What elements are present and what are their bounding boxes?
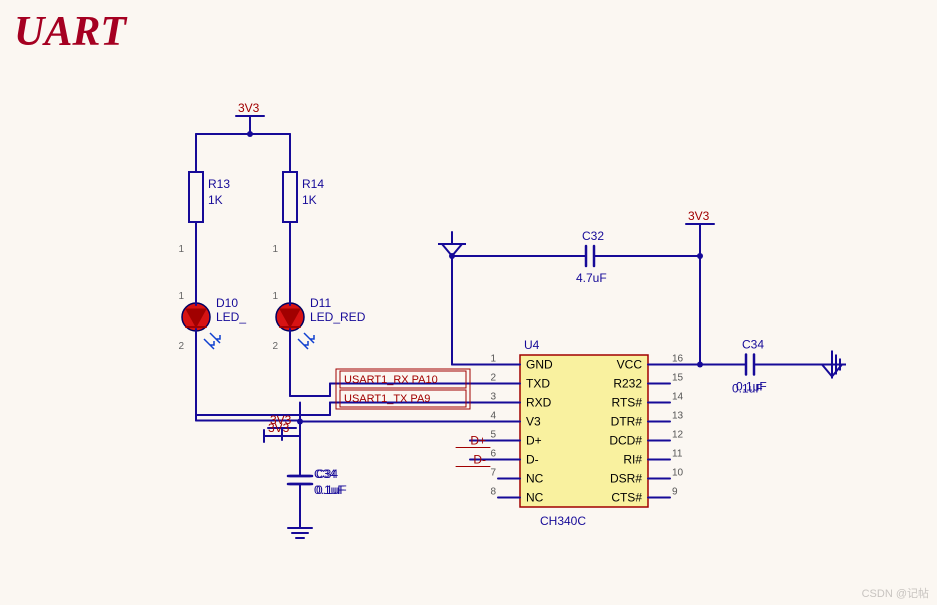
svg-text:D+: D+ (526, 434, 542, 448)
svg-text:1: 1 (490, 354, 496, 365)
svg-text:12: 12 (672, 430, 684, 441)
svg-text:R14: R14 (302, 177, 324, 191)
svg-text:4: 4 (490, 411, 496, 422)
svg-text:11: 11 (672, 449, 683, 460)
svg-text:3: 3 (490, 392, 496, 403)
svg-text:2: 2 (490, 373, 496, 384)
svg-text:C34: C34 (316, 467, 338, 481)
svg-text:14: 14 (672, 392, 684, 403)
svg-text:0.1uF: 0.1uF (316, 483, 347, 497)
svg-text:CH340C: CH340C (540, 514, 586, 528)
svg-text:8: 8 (490, 487, 496, 498)
svg-text:CTS#: CTS# (611, 491, 642, 505)
svg-text:5: 5 (490, 430, 496, 441)
svg-text:7: 7 (490, 468, 496, 479)
svg-text:RTS#: RTS# (612, 396, 643, 410)
svg-text:TXD: TXD (526, 377, 550, 391)
svg-text:13: 13 (672, 411, 684, 422)
svg-text:1: 1 (272, 291, 278, 302)
svg-text:1: 1 (272, 244, 278, 255)
svg-text:1K: 1K (302, 193, 317, 207)
schematic-title: UART (14, 8, 126, 56)
svg-text:1: 1 (178, 244, 184, 255)
svg-text:D10: D10 (216, 296, 238, 310)
svg-text:D-: D- (473, 453, 486, 467)
svg-text:LED_: LED_ (216, 310, 246, 324)
svg-text:DTR#: DTR# (611, 415, 643, 429)
svg-text:2: 2 (178, 341, 184, 352)
svg-text:USART1_TX PA9: USART1_TX PA9 (344, 393, 430, 405)
svg-text:D+: D+ (470, 434, 486, 448)
svg-text:C34: C34 (742, 338, 764, 352)
svg-text:NC: NC (526, 491, 544, 505)
svg-text:3V3: 3V3 (688, 209, 710, 223)
svg-text:LED_RED: LED_RED (310, 310, 366, 324)
svg-text:4.7uF: 4.7uF (576, 271, 607, 285)
svg-text:D-: D- (526, 453, 539, 467)
svg-text:10: 10 (672, 468, 684, 479)
svg-text:D11: D11 (310, 296, 331, 310)
svg-text:2: 2 (272, 341, 278, 352)
svg-text:R13: R13 (208, 177, 230, 191)
svg-text:1K: 1K (208, 193, 223, 207)
svg-text:R232: R232 (613, 377, 642, 391)
svg-text:3V3: 3V3 (238, 101, 260, 115)
svg-text:6: 6 (490, 449, 496, 460)
svg-text:RI#: RI# (623, 453, 642, 467)
schematic-canvas: 3V3R131K1R141K1D10LED_12D11LED_RED12U4CH… (0, 0, 937, 605)
svg-text:3V3: 3V3 (268, 421, 290, 435)
svg-text:GND: GND (526, 358, 553, 372)
svg-text:16: 16 (672, 354, 684, 365)
svg-text:U4: U4 (524, 338, 540, 352)
watermark: CSDN @记帖 (862, 585, 929, 601)
svg-text:DCD#: DCD# (609, 434, 642, 448)
svg-text:C32: C32 (582, 229, 604, 243)
svg-text:RXD: RXD (526, 396, 552, 410)
svg-text:1: 1 (178, 291, 184, 302)
svg-text:V3: V3 (526, 415, 541, 429)
svg-text:VCC: VCC (617, 358, 643, 372)
svg-text:0.1uF: 0.1uF (732, 382, 763, 396)
svg-text:DSR#: DSR# (610, 472, 642, 486)
svg-text:NC: NC (526, 472, 544, 486)
svg-text:USART1_RX PA10: USART1_RX PA10 (344, 374, 438, 386)
svg-text:9: 9 (672, 487, 678, 498)
svg-text:15: 15 (672, 373, 684, 384)
